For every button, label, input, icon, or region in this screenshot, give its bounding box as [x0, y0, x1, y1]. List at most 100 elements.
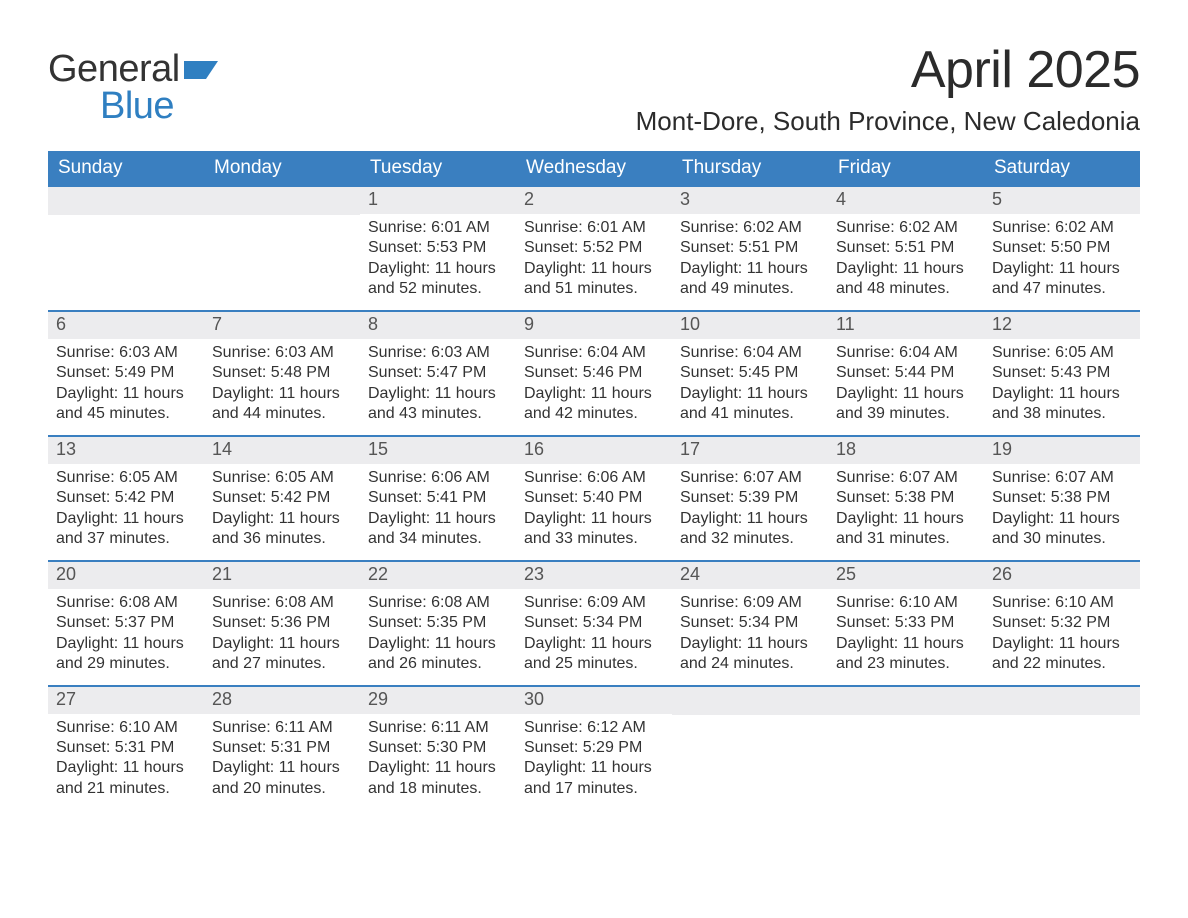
day-line: Daylight: 11 hours and 30 minutes. — [992, 509, 1132, 550]
day-line: Daylight: 11 hours and 48 minutes. — [836, 259, 976, 300]
calendar-week: 27Sunrise: 6:10 AMSunset: 5:31 PMDayligh… — [48, 685, 1140, 810]
day-body: Sunrise: 6:09 AMSunset: 5:34 PMDaylight:… — [672, 589, 828, 685]
day-body — [672, 715, 828, 729]
header: General Blue April 2025 Mont-Dore, South… — [48, 40, 1140, 137]
day-line: Sunrise: 6:01 AM — [524, 218, 664, 238]
dow-monday: Monday — [204, 151, 360, 187]
day-body: Sunrise: 6:03 AMSunset: 5:49 PMDaylight:… — [48, 339, 204, 435]
calendar-day: 11Sunrise: 6:04 AMSunset: 5:44 PMDayligh… — [828, 312, 984, 435]
calendar-day — [984, 687, 1140, 810]
day-body: Sunrise: 6:02 AMSunset: 5:50 PMDaylight:… — [984, 214, 1140, 310]
calendar-day: 27Sunrise: 6:10 AMSunset: 5:31 PMDayligh… — [48, 687, 204, 810]
day-line: Sunset: 5:29 PM — [524, 738, 664, 758]
day-body: Sunrise: 6:05 AMSunset: 5:42 PMDaylight:… — [204, 464, 360, 560]
day-number — [204, 187, 360, 215]
day-body: Sunrise: 6:03 AMSunset: 5:47 PMDaylight:… — [360, 339, 516, 435]
day-body: Sunrise: 6:02 AMSunset: 5:51 PMDaylight:… — [672, 214, 828, 310]
day-body: Sunrise: 6:01 AMSunset: 5:53 PMDaylight:… — [360, 214, 516, 310]
day-line: Sunrise: 6:04 AM — [524, 343, 664, 363]
day-line: Sunset: 5:34 PM — [524, 613, 664, 633]
flag-icon — [184, 50, 218, 85]
day-number: 10 — [672, 312, 828, 339]
calendar-day: 16Sunrise: 6:06 AMSunset: 5:40 PMDayligh… — [516, 437, 672, 560]
day-line: Sunrise: 6:07 AM — [680, 468, 820, 488]
day-line: Sunrise: 6:04 AM — [836, 343, 976, 363]
calendar-day: 12Sunrise: 6:05 AMSunset: 5:43 PMDayligh… — [984, 312, 1140, 435]
calendar-day: 18Sunrise: 6:07 AMSunset: 5:38 PMDayligh… — [828, 437, 984, 560]
day-body: Sunrise: 6:04 AMSunset: 5:45 PMDaylight:… — [672, 339, 828, 435]
calendar-week: 6Sunrise: 6:03 AMSunset: 5:49 PMDaylight… — [48, 310, 1140, 435]
day-number: 13 — [48, 437, 204, 464]
calendar-weeks: 1Sunrise: 6:01 AMSunset: 5:53 PMDaylight… — [48, 187, 1140, 809]
day-line: Sunset: 5:31 PM — [56, 738, 196, 758]
calendar-day: 14Sunrise: 6:05 AMSunset: 5:42 PMDayligh… — [204, 437, 360, 560]
day-line: Sunset: 5:51 PM — [836, 238, 976, 258]
calendar-week: 13Sunrise: 6:05 AMSunset: 5:42 PMDayligh… — [48, 435, 1140, 560]
day-body: Sunrise: 6:10 AMSunset: 5:33 PMDaylight:… — [828, 589, 984, 685]
calendar-day: 3Sunrise: 6:02 AMSunset: 5:51 PMDaylight… — [672, 187, 828, 310]
calendar-day — [204, 187, 360, 310]
day-number: 26 — [984, 562, 1140, 589]
day-line: Daylight: 11 hours and 44 minutes. — [212, 384, 352, 425]
day-number: 4 — [828, 187, 984, 214]
page-title: April 2025 — [636, 40, 1140, 100]
day-number: 16 — [516, 437, 672, 464]
day-line: Daylight: 11 hours and 45 minutes. — [56, 384, 196, 425]
day-number: 9 — [516, 312, 672, 339]
day-line: Sunset: 5:53 PM — [368, 238, 508, 258]
day-body — [828, 715, 984, 729]
calendar-day: 1Sunrise: 6:01 AMSunset: 5:53 PMDaylight… — [360, 187, 516, 310]
day-line: Sunset: 5:40 PM — [524, 488, 664, 508]
day-number: 30 — [516, 687, 672, 714]
day-line: Daylight: 11 hours and 26 minutes. — [368, 634, 508, 675]
calendar-day — [828, 687, 984, 810]
day-line: Daylight: 11 hours and 32 minutes. — [680, 509, 820, 550]
day-line: Sunset: 5:42 PM — [56, 488, 196, 508]
dow-thursday: Thursday — [672, 151, 828, 187]
day-body: Sunrise: 6:07 AMSunset: 5:38 PMDaylight:… — [828, 464, 984, 560]
day-line: Daylight: 11 hours and 23 minutes. — [836, 634, 976, 675]
day-line: Daylight: 11 hours and 17 minutes. — [524, 758, 664, 799]
day-line: Daylight: 11 hours and 49 minutes. — [680, 259, 820, 300]
calendar-day: 22Sunrise: 6:08 AMSunset: 5:35 PMDayligh… — [360, 562, 516, 685]
day-body: Sunrise: 6:06 AMSunset: 5:41 PMDaylight:… — [360, 464, 516, 560]
day-number: 6 — [48, 312, 204, 339]
day-body: Sunrise: 6:07 AMSunset: 5:38 PMDaylight:… — [984, 464, 1140, 560]
day-number: 20 — [48, 562, 204, 589]
day-line: Sunset: 5:34 PM — [680, 613, 820, 633]
calendar-day: 30Sunrise: 6:12 AMSunset: 5:29 PMDayligh… — [516, 687, 672, 810]
dow-saturday: Saturday — [984, 151, 1140, 187]
day-line: Sunrise: 6:10 AM — [836, 593, 976, 613]
day-line: Sunrise: 6:05 AM — [992, 343, 1132, 363]
day-number: 15 — [360, 437, 516, 464]
day-line: Daylight: 11 hours and 47 minutes. — [992, 259, 1132, 300]
day-body: Sunrise: 6:08 AMSunset: 5:37 PMDaylight:… — [48, 589, 204, 685]
brand-logo-text: General Blue — [48, 50, 218, 124]
day-line: Daylight: 11 hours and 33 minutes. — [524, 509, 664, 550]
day-line: Sunset: 5:39 PM — [680, 488, 820, 508]
dow-sunday: Sunday — [48, 151, 204, 187]
calendar-week: 1Sunrise: 6:01 AMSunset: 5:53 PMDaylight… — [48, 187, 1140, 310]
calendar: Sunday Monday Tuesday Wednesday Thursday… — [48, 151, 1140, 809]
day-body: Sunrise: 6:10 AMSunset: 5:31 PMDaylight:… — [48, 714, 204, 810]
day-number: 24 — [672, 562, 828, 589]
day-line: Sunrise: 6:02 AM — [680, 218, 820, 238]
day-line: Daylight: 11 hours and 51 minutes. — [524, 259, 664, 300]
day-line: Daylight: 11 hours and 38 minutes. — [992, 384, 1132, 425]
calendar-day: 5Sunrise: 6:02 AMSunset: 5:50 PMDaylight… — [984, 187, 1140, 310]
day-line: Sunrise: 6:02 AM — [836, 218, 976, 238]
day-line: Sunset: 5:31 PM — [212, 738, 352, 758]
day-line: Daylight: 11 hours and 42 minutes. — [524, 384, 664, 425]
day-body: Sunrise: 6:10 AMSunset: 5:32 PMDaylight:… — [984, 589, 1140, 685]
day-line: Sunrise: 6:05 AM — [212, 468, 352, 488]
day-line: Sunrise: 6:11 AM — [368, 718, 508, 738]
day-body: Sunrise: 6:03 AMSunset: 5:48 PMDaylight:… — [204, 339, 360, 435]
day-line: Daylight: 11 hours and 37 minutes. — [56, 509, 196, 550]
day-body: Sunrise: 6:09 AMSunset: 5:34 PMDaylight:… — [516, 589, 672, 685]
day-body: Sunrise: 6:08 AMSunset: 5:36 PMDaylight:… — [204, 589, 360, 685]
day-number: 22 — [360, 562, 516, 589]
dow-friday: Friday — [828, 151, 984, 187]
day-number: 28 — [204, 687, 360, 714]
day-line: Daylight: 11 hours and 21 minutes. — [56, 758, 196, 799]
day-line: Daylight: 11 hours and 41 minutes. — [680, 384, 820, 425]
